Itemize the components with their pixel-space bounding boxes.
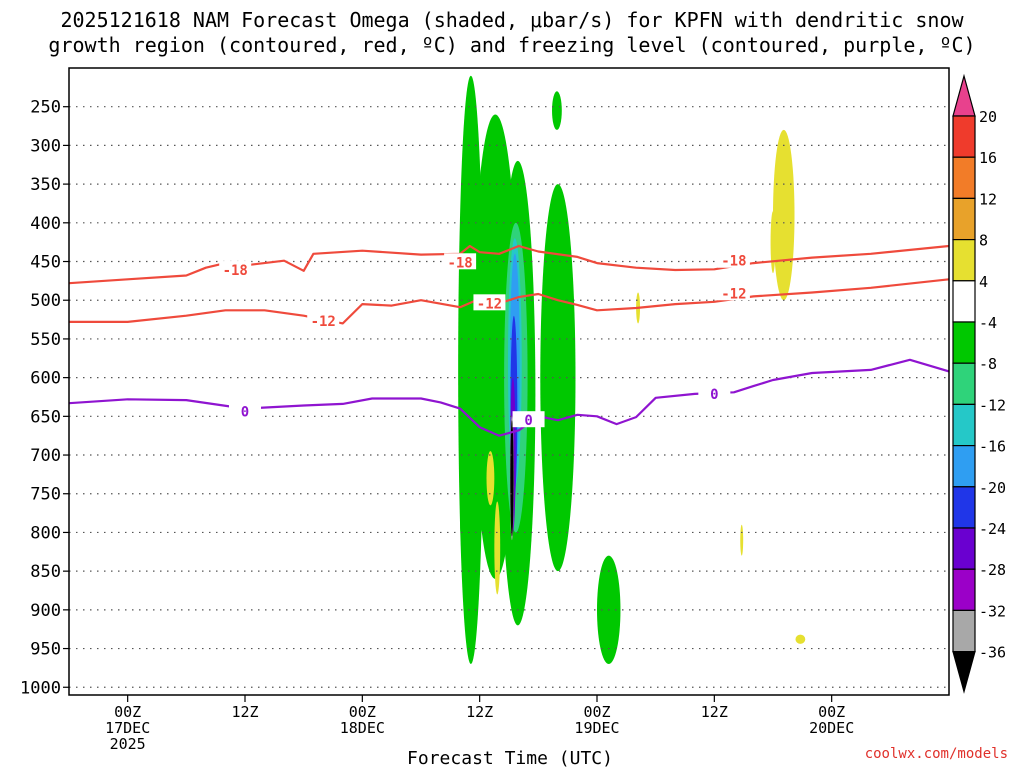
omega-region-17-4	[773, 129, 795, 301]
contour-label-bg	[219, 261, 252, 278]
contour-label-bg	[229, 402, 261, 419]
colorbar-label-11: -28	[979, 561, 1006, 579]
colorbar-label-13: -36	[979, 644, 1006, 662]
contour-label-bg	[307, 312, 340, 329]
y-tick-label-800: 800	[30, 523, 61, 543]
colorbar-swatch-11	[952, 527, 976, 570]
y-tick-label-700: 700	[30, 446, 61, 466]
colorbar-swatch-3	[952, 197, 976, 241]
omega-region-7--8	[460, 509, 466, 541]
x-tick-label-0-1: 17DEC	[105, 719, 150, 737]
colorbar-swatch-7	[952, 362, 976, 406]
x-tick-label-48-0: 00Z	[583, 703, 610, 721]
y-tick-label-950: 950	[30, 640, 61, 660]
y-tick-label-850: 850	[30, 562, 61, 582]
omega-region-21-4	[795, 634, 806, 644]
x-tick-label-60-0: 12Z	[701, 703, 728, 721]
omega-region-15-4	[486, 451, 495, 506]
omega-region-4--8	[540, 184, 576, 572]
y-tick-label-900: 900	[30, 601, 61, 621]
omega-region-14--36	[510, 420, 514, 537]
colorbar-label-3: 8	[979, 232, 988, 250]
contour-line-0	[69, 358, 949, 437]
x-tick-label-36-0: 12Z	[466, 703, 493, 721]
y-tick-label-500: 500	[30, 291, 61, 311]
contour-label--18-2: -18	[721, 254, 746, 270]
omega-shading	[458, 75, 806, 665]
x-axis-label: Forecast Time (UTC)	[407, 748, 613, 768]
y-tick-label-350: 350	[30, 175, 61, 195]
colorbar-label-7: -12	[979, 396, 1006, 414]
omega-region-18-4	[770, 211, 776, 274]
colorbar-swatch-10	[952, 486, 976, 529]
y-tick-label-400: 400	[30, 214, 61, 234]
colorbar-label-8: -16	[979, 438, 1006, 456]
x-tick-label-12-0: 12Z	[231, 703, 258, 721]
x-tick-label-48-1: 19DEC	[574, 719, 619, 737]
y-tick-label-600: 600	[30, 369, 61, 389]
colorbar-swatch-8	[952, 403, 976, 447]
contour-label--12-1: -12	[477, 296, 502, 312]
y-tick-label-450: 450	[30, 253, 61, 273]
contour-label-bg	[444, 253, 477, 270]
contour-label-bg	[512, 411, 545, 428]
colorbar-swatch-5	[952, 280, 976, 323]
colorbar-swatch-6	[952, 321, 976, 364]
colorbar-swatch-13	[952, 609, 976, 653]
plot-frame	[68, 67, 950, 696]
contour-label-0-0: 0	[241, 405, 249, 421]
contour-label--12-2: -12	[721, 286, 746, 302]
x-tick-label-72-1: 20DEC	[809, 719, 854, 737]
chart-title-line-2: growth region (contoured, red, ºC) and f…	[48, 33, 976, 57]
x-tick-label-0-2: 2025	[110, 735, 146, 753]
colorbar-swatch-9	[952, 445, 976, 488]
y-tick-label-300: 300	[30, 136, 61, 156]
contour-lines: -18 -18 -18 -12 -12 -12 0 0 0	[69, 244, 949, 437]
x-tick-label-24-0: 00Z	[349, 703, 376, 721]
colorbar-swatch-4	[952, 239, 976, 282]
y-tick-label-250: 250	[30, 98, 61, 118]
contour-label-bg	[717, 284, 750, 301]
colorbar-swatch-2	[952, 156, 976, 199]
watermark: coolwx.com/models	[864, 746, 1008, 762]
x-tick-label-0-0: 00Z	[114, 703, 141, 721]
contour-label-bg	[698, 384, 731, 401]
y-axis-pressure: 250 300 350 400 450 500 550 600 650 700 750 800 850 9…	[20, 98, 69, 698]
contour-label-bg	[717, 251, 750, 268]
omega-region-16-4	[494, 501, 501, 595]
colorbar-label-5: -4	[979, 314, 997, 332]
contour-label-0-1: 0	[524, 413, 532, 429]
omega-region-20-4	[740, 524, 744, 556]
y-tick-label-750: 750	[30, 485, 61, 505]
contour-label-bg	[473, 294, 506, 311]
colorbar-label-12: -32	[979, 602, 1006, 620]
colorbar-swatch-12	[952, 568, 976, 612]
colorbar-label-1: 16	[979, 149, 997, 167]
colorbar-bottom-arrow	[952, 651, 976, 694]
contour-label--18-0: -18	[223, 263, 248, 279]
colorbar-label-6: -8	[979, 355, 997, 373]
chart-title-line-1: 2025121618 NAM Forecast Omega (shaded, μ…	[60, 8, 964, 32]
colorbar: 20 16 12 8 4 -4 -8 -12 -16 -20 -24 -28 -32 -36	[952, 73, 1006, 694]
y-tick-label-1000: 1000	[20, 678, 61, 698]
y-tick-label-550: 550	[30, 330, 61, 350]
colorbar-label-0: 20	[979, 108, 997, 126]
colorbar-label-9: -20	[979, 479, 1006, 497]
x-tick-label-24-1: 18DEC	[340, 719, 385, 737]
x-tick-label-72-0: 00Z	[818, 703, 845, 721]
contour-label-0-2: 0	[710, 387, 718, 403]
colorbar-label-10: -24	[979, 520, 1006, 538]
colorbar-top-arrow	[952, 73, 976, 117]
y-tick-label-650: 650	[30, 407, 61, 427]
omega-region-6--8	[552, 91, 562, 130]
contour-label--12-0: -12	[311, 314, 336, 330]
colorbar-swatch-1	[952, 115, 976, 158]
contour-label--18-1: -18	[447, 255, 472, 271]
colorbar-label-4: 4	[979, 273, 988, 291]
colorbar-label-2: 12	[979, 190, 997, 208]
